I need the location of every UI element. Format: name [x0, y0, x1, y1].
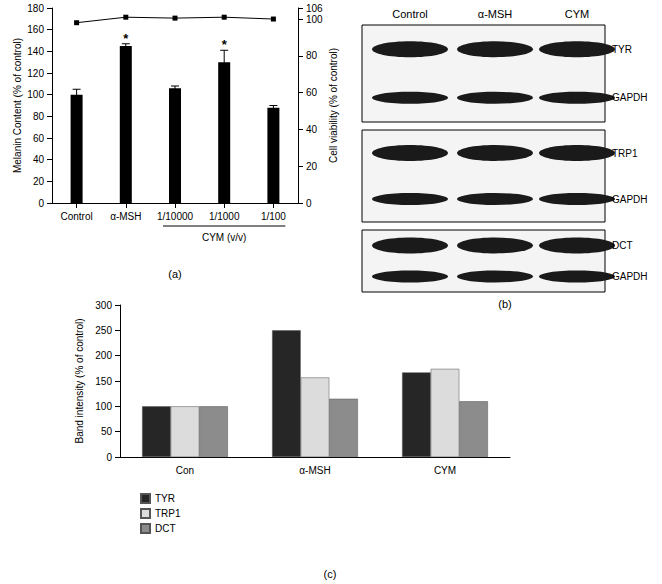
svg-text:DCT: DCT: [155, 523, 176, 534]
svg-text:(b): (b): [498, 298, 511, 310]
svg-text:α-MSH: α-MSH: [299, 465, 330, 476]
svg-text:Control: Control: [60, 211, 92, 222]
svg-text:(c): (c): [324, 568, 337, 580]
svg-text:Cell viability (% of control): Cell viability (% of control): [328, 48, 339, 163]
svg-text:GAPDH: GAPDH: [612, 194, 648, 205]
svg-text:DCT: DCT: [612, 240, 633, 251]
svg-text:0: 0: [38, 198, 44, 209]
svg-text:60: 60: [33, 133, 45, 144]
svg-text:α-MSH: α-MSH: [110, 211, 141, 222]
svg-text:20: 20: [33, 176, 45, 187]
svg-text:TYR: TYR: [155, 493, 175, 504]
svg-text:80: 80: [33, 111, 45, 122]
svg-text:106: 106: [306, 3, 323, 14]
svg-text:CYM: CYM: [565, 8, 589, 20]
svg-text:180: 180: [27, 3, 44, 14]
svg-text:TRP1: TRP1: [612, 148, 638, 159]
svg-text:1/1000: 1/1000: [209, 211, 240, 222]
svg-text:TRP1: TRP1: [155, 508, 181, 519]
svg-text:120: 120: [27, 68, 44, 79]
svg-text:300: 300: [95, 300, 112, 311]
svg-text:Con: Con: [176, 465, 194, 476]
svg-text:150: 150: [95, 376, 112, 387]
svg-text:0: 0: [106, 452, 112, 463]
svg-text:α-MSH: α-MSH: [478, 8, 513, 20]
svg-text:TYR: TYR: [612, 44, 632, 55]
svg-text:CYM: CYM: [434, 465, 456, 476]
svg-text:200: 200: [95, 350, 112, 361]
svg-text:GAPDH: GAPDH: [612, 92, 648, 103]
svg-text:100: 100: [306, 14, 323, 25]
svg-text:250: 250: [95, 325, 112, 336]
svg-text:GAPDH: GAPDH: [612, 271, 648, 282]
svg-text:1/10000: 1/10000: [157, 211, 194, 222]
svg-text:Band intensity (% of control): Band intensity (% of control): [74, 318, 85, 443]
svg-text:40: 40: [33, 154, 45, 165]
svg-text:Melanin Content (% of control): Melanin Content (% of control): [12, 38, 23, 173]
svg-text:100: 100: [27, 89, 44, 100]
svg-text:80: 80: [306, 50, 318, 61]
svg-text:160: 160: [27, 24, 44, 35]
svg-text:CYM (v/v): CYM (v/v): [202, 232, 246, 243]
svg-text:140: 140: [27, 46, 44, 57]
svg-text:0: 0: [306, 198, 312, 209]
svg-text:20: 20: [306, 161, 318, 172]
svg-text:1/100: 1/100: [261, 211, 286, 222]
svg-text:60: 60: [306, 87, 318, 98]
svg-text:100: 100: [95, 401, 112, 412]
svg-text:(a): (a): [168, 268, 181, 280]
svg-text:*: *: [222, 37, 228, 52]
svg-text:40: 40: [306, 124, 318, 135]
svg-text:Control: Control: [392, 8, 427, 20]
svg-text:*: *: [123, 31, 129, 46]
svg-text:50: 50: [101, 426, 113, 437]
